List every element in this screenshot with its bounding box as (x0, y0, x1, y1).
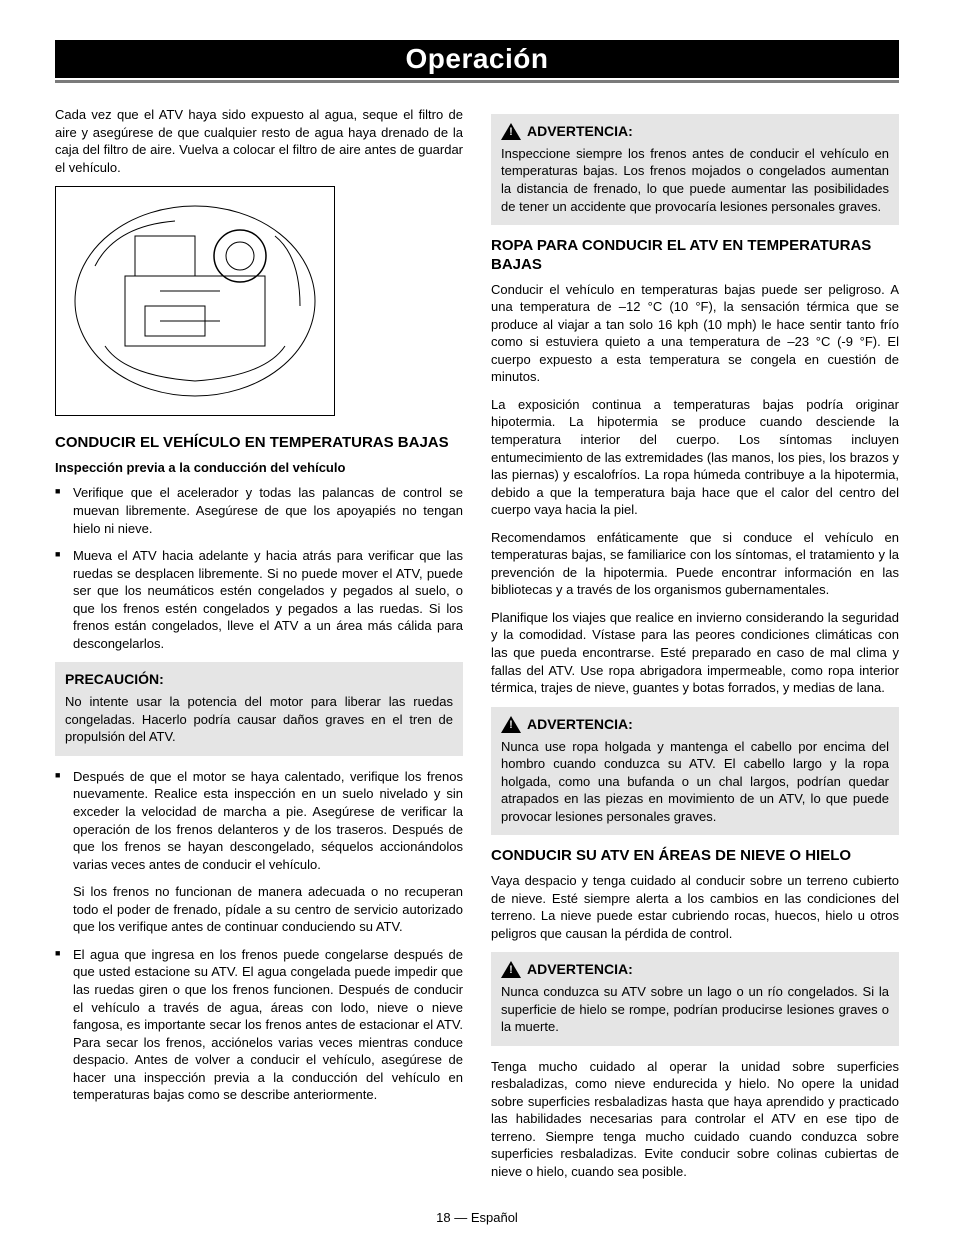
list-item-continuation: Si los frenos no funcionan de manera ade… (55, 883, 463, 936)
atv-line-art-icon (65, 196, 325, 406)
warning-triangle-icon (501, 123, 521, 140)
atv-figure (55, 186, 335, 416)
page-title-ribbon: Operación (55, 40, 899, 78)
right-column: ADVERTENCIA: Inspeccione siempre los fre… (491, 106, 899, 1191)
precaution-callout: PRECAUCIÓN: No intente usar la potencia … (55, 662, 463, 756)
warning-label: ADVERTENCIA: (501, 122, 889, 141)
paragraph: Tenga mucho cuidado al operar la unidad … (491, 1058, 899, 1181)
paragraph: Recomendamos enfáticamente que si conduc… (491, 529, 899, 599)
warning-callout-ice: ADVERTENCIA: Nunca conduzca su ATV sobre… (491, 952, 899, 1046)
warning-label: ADVERTENCIA: (501, 715, 889, 734)
list-item: Verifique que el acelerador y todas las … (55, 484, 463, 537)
warning-body: Nunca conduzca su ATV sobre un lago o un… (501, 983, 889, 1036)
warning-body: Inspeccione siempre los frenos antes de … (501, 145, 889, 215)
page-title: Operación (55, 40, 899, 78)
warning-triangle-icon (501, 716, 521, 733)
heading-clothing: ROPA PARA CONDUCIR EL ATV EN TEMPERATURA… (491, 237, 899, 275)
warning-callout-clothing: ADVERTENCIA: Nunca use ropa holgada y ma… (491, 707, 899, 836)
warning-label-text: ADVERTENCIA: (527, 715, 633, 734)
warning-label: ADVERTENCIA: (501, 960, 889, 979)
warning-callout-brakes: ADVERTENCIA: Inspeccione siempre los fre… (491, 114, 899, 225)
paragraph: La exposición continua a temperaturas ba… (491, 396, 899, 519)
paragraph: Conducir el vehículo en temperaturas baj… (491, 281, 899, 386)
precaution-body: No intente usar la potencia del motor pa… (65, 693, 453, 746)
list-item: El agua que ingresa en los frenos puede … (55, 946, 463, 1104)
heading-driving-low-temp: CONDUCIR EL VEHÍCULO EN TEMPERATURAS BAJ… (55, 434, 463, 453)
preinspection-list: Verifique que el acelerador y todas las … (55, 484, 463, 652)
warning-triangle-icon (501, 961, 521, 978)
content-columns: Cada vez que el ATV haya sido expuesto a… (55, 106, 899, 1191)
warning-label-text: ADVERTENCIA: (527, 960, 633, 979)
list-item: Después de que el motor se haya calentad… (55, 768, 463, 873)
warning-label-text: ADVERTENCIA: (527, 122, 633, 141)
heading-snow-ice: CONDUCIR SU ATV EN ÁREAS DE NIEVE O HIEL… (491, 847, 899, 866)
list-item: Mueva el ATV hacia adelante y hacia atrá… (55, 547, 463, 652)
precaution-label: PRECAUCIÓN: (65, 670, 453, 689)
waterfreeze-list: El agua que ingresa en los frenos puede … (55, 946, 463, 1104)
left-column: Cada vez que el ATV haya sido expuesto a… (55, 106, 463, 1191)
intro-paragraph: Cada vez que el ATV haya sido expuesto a… (55, 106, 463, 176)
warning-body: Nunca use ropa holgada y mantenga el cab… (501, 738, 889, 826)
paragraph: Vaya despacio y tenga cuidado al conduci… (491, 872, 899, 942)
page-footer: 18 — Español (55, 1209, 899, 1227)
afterwarm-list: Después de que el motor se haya calentad… (55, 768, 463, 873)
list-item-text: Después de que el motor se haya calentad… (73, 769, 463, 872)
subheading-preinspection: Inspección previa a la conducción del ve… (55, 459, 463, 477)
paragraph: Planifique los viajes que realice en inv… (491, 609, 899, 697)
